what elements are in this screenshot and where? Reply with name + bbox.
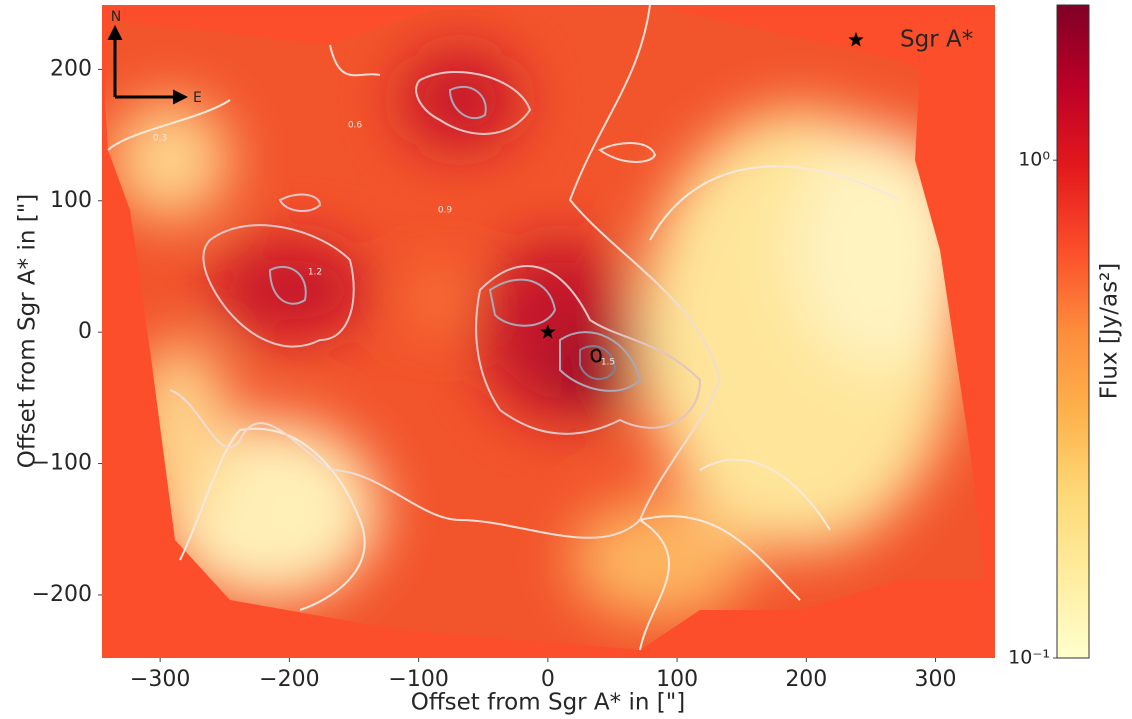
y-tick-label: −200	[32, 582, 92, 607]
x-tick-label: 300	[915, 667, 957, 692]
x-tick-label: −100	[388, 667, 448, 692]
x-tick-label: −300	[130, 667, 190, 692]
x-tick-label: 0	[541, 667, 555, 692]
y-tick-label: 0	[78, 319, 92, 344]
flux-map	[105, 5, 985, 650]
x-tick-label: 100	[656, 667, 698, 692]
x-tick-label: −200	[259, 667, 319, 692]
contour-line	[475, 265, 702, 435]
contour-line	[278, 193, 322, 212]
compass: N E	[107, 9, 202, 106]
contour-label: 0.9	[438, 206, 453, 216]
source-marker	[540, 324, 556, 339]
contours: 0.3 0.6 0.9 1.2 1.5	[107, 5, 901, 651]
contour-line	[559, 331, 642, 392]
colorbar-tick-label: 10⁰	[1018, 149, 1050, 171]
contour-line	[202, 224, 355, 348]
north-label: N	[111, 9, 121, 25]
colorbar	[1056, 4, 1090, 659]
x-axis-label: Offset from Sgr A* in ["]	[411, 690, 686, 716]
contour-line	[268, 265, 307, 305]
contour-label: 0.3	[153, 134, 167, 144]
y-tick-label: 200	[50, 56, 92, 81]
legend-marker	[848, 32, 864, 47]
contour-line	[579, 345, 617, 380]
contour-label: 0.6	[348, 121, 363, 131]
east-label: E	[193, 90, 202, 106]
contour-line	[598, 142, 657, 163]
contour-line	[448, 85, 487, 120]
contour-line	[488, 278, 557, 327]
y-tick-label: −100	[32, 451, 92, 476]
contour-label: 1.2	[308, 268, 322, 278]
x-tick-label: 200	[785, 667, 827, 692]
contour-label: 1.5	[601, 358, 615, 368]
contour-line	[415, 71, 532, 135]
y-axis-label: Offset from Sgr A* in ["]	[15, 194, 41, 469]
colorbar-label: Flux [Jy/as²]	[1097, 263, 1123, 400]
contour-line	[169, 5, 722, 539]
legend-label: Sgr A*	[900, 27, 973, 53]
contour-line	[649, 165, 901, 531]
contour-line	[590, 348, 602, 363]
colorbar-tick-label: 10⁻¹	[1008, 647, 1050, 669]
y-tick-label: 100	[50, 188, 92, 213]
